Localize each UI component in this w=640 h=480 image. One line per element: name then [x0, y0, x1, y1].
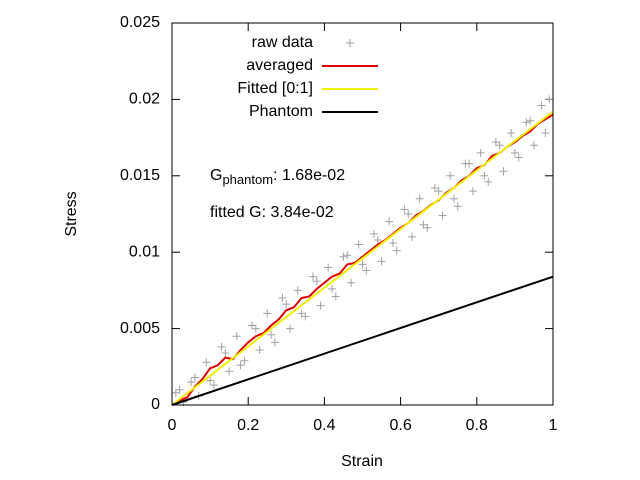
- y-tick-label: 0: [151, 396, 160, 413]
- raw-point: [514, 153, 523, 162]
- raw-point: [190, 373, 199, 382]
- raw-point: [221, 349, 230, 358]
- legend-symbol: [346, 39, 354, 47]
- raw-point: [267, 330, 276, 339]
- raw-point: [175, 385, 184, 394]
- raw-point: [251, 324, 260, 333]
- x-tick-label: 0.6: [389, 417, 411, 434]
- plot-area: [171, 95, 554, 406]
- y-tick-label: 0.02: [129, 91, 160, 108]
- x-tick-label: 0.4: [313, 417, 335, 434]
- raw-point: [236, 361, 245, 370]
- raw-point: [537, 101, 546, 110]
- raw-point: [225, 367, 234, 376]
- legend-label: averaged: [246, 57, 313, 74]
- raw-point: [282, 300, 291, 309]
- x-tick-label: 0.2: [237, 417, 259, 434]
- y-tick-label: 0.01: [129, 243, 160, 260]
- annotation-subscript: phantom: [222, 172, 273, 187]
- raw-point: [206, 376, 215, 385]
- raw-point: [278, 294, 287, 303]
- x-tick-label: 0.8: [466, 417, 488, 434]
- raw-point: [354, 240, 363, 249]
- raw-point: [286, 324, 295, 333]
- raw-point: [377, 257, 386, 266]
- raw-point: [297, 309, 306, 318]
- y-tick-label: 0.005: [120, 320, 160, 337]
- raw-point: [369, 229, 378, 238]
- raw-point: [480, 171, 489, 180]
- annotation-text: : 1.68e-02: [273, 167, 345, 184]
- y-tick-label: 0.025: [120, 14, 160, 31]
- raw-point: [526, 116, 535, 125]
- raw-point: [499, 167, 508, 176]
- raw-point: [446, 171, 455, 180]
- raw-point: [404, 210, 413, 218]
- annotation-text: fitted G: 3.84e-02: [210, 204, 334, 221]
- y-tick-label: 0.015: [120, 167, 160, 184]
- annotation: Gphantom: 1.68e-02: [210, 167, 345, 187]
- raw-point: [385, 217, 394, 226]
- raw-point: [449, 194, 458, 203]
- raw-point: [522, 118, 531, 127]
- raw-point: [202, 358, 211, 367]
- x-tick-label: 0: [168, 417, 177, 434]
- raw-point: [347, 278, 356, 287]
- legend-label: Phantom: [249, 103, 313, 120]
- raw-point: [465, 159, 474, 168]
- raw-point: [343, 251, 352, 260]
- raw-point: [339, 252, 348, 261]
- raw-point: [362, 266, 371, 275]
- raw-point: [187, 378, 196, 387]
- raw-point: [495, 141, 504, 150]
- raw-point: [415, 194, 424, 203]
- series-line: [171, 110, 554, 406]
- x-axis-label: Strain: [341, 453, 383, 470]
- raw-point: [240, 356, 249, 365]
- raw-point: [255, 345, 264, 354]
- raw-point: [510, 148, 519, 157]
- raw-point: [388, 239, 397, 248]
- raw-point: [308, 272, 317, 281]
- raw-point: [468, 187, 477, 196]
- raw-point: [312, 277, 321, 286]
- raw-point: [400, 205, 409, 214]
- raw-point: [373, 235, 382, 244]
- raw-point: [324, 263, 333, 272]
- annotation: fitted G: 3.84e-02: [210, 204, 334, 221]
- raw-point: [484, 177, 493, 186]
- plot-border: [171, 22, 554, 406]
- legend-label: raw data: [252, 34, 313, 51]
- raw-point: [293, 286, 302, 295]
- raw-point: [419, 220, 428, 229]
- x-tick-label: 1: [549, 417, 558, 434]
- annotation-text: G: [210, 167, 222, 184]
- raw-point: [434, 187, 443, 196]
- raw-point: [545, 95, 554, 104]
- raw-point: [507, 129, 516, 138]
- raw-point: [263, 309, 272, 318]
- raw-point: [270, 338, 279, 347]
- raw-point: [232, 332, 241, 341]
- y-axis-label: Stress: [63, 191, 80, 236]
- raw-point: [476, 148, 485, 157]
- legend-label: Fitted [0:1]: [237, 80, 313, 97]
- raw-point: [529, 141, 538, 150]
- raw-point: [316, 301, 325, 310]
- raw-point: [541, 129, 550, 138]
- raw-point: [408, 232, 417, 241]
- series-line: [171, 275, 554, 406]
- raw-point: [328, 284, 337, 293]
- raw-point: [392, 246, 401, 255]
- raw-point: [209, 381, 218, 390]
- raw-point: [358, 260, 367, 269]
- raw-point: [438, 211, 447, 220]
- raw-point: [453, 202, 462, 211]
- raw-point: [331, 292, 340, 301]
- raw-point: [217, 342, 226, 351]
